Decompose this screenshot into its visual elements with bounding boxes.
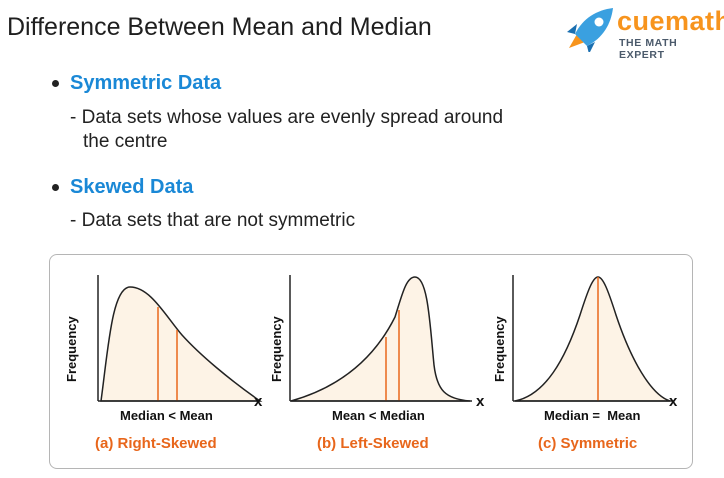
- rocket-icon: [567, 8, 613, 52]
- x-axis-symbol: x: [254, 393, 263, 410]
- graph-right-skewed: Frequency x Median < Mean (a) Right-Skew…: [64, 275, 263, 452]
- y-axis-label: Frequency: [269, 315, 284, 382]
- y-axis-label: Frequency: [64, 315, 79, 382]
- graph-caption: (a) Right-Skewed: [95, 435, 217, 452]
- x-axis-label: Median < Mean: [120, 408, 213, 423]
- y-axis-label: Frequency: [492, 315, 507, 382]
- bullet-description-cont: the centre: [83, 131, 168, 152]
- page-title: Difference Between Mean and Median: [7, 13, 432, 41]
- brand-name: cuemath: [617, 6, 724, 36]
- distribution-panel: Frequency x Median < Mean (a) Right-Skew…: [49, 254, 693, 469]
- right-skewed-curve: [100, 286, 263, 402]
- bullet-heading: Skewed Data: [70, 176, 194, 198]
- x-axis-symbol: x: [669, 393, 678, 410]
- bullet-heading: Symmetric Data: [70, 72, 222, 94]
- bullet-dot: [52, 184, 59, 191]
- bullet-description: - Data sets that are not symmetric: [70, 210, 356, 231]
- cuemath-logo: cuemath THE MATH EXPERT: [563, 4, 724, 61]
- graph-caption: (c) Symmetric: [538, 435, 637, 452]
- graph-left-skewed: Frequency x Mean < Median (b) Left-Skewe…: [269, 275, 485, 452]
- x-axis-label: Median = Mean: [544, 408, 640, 423]
- bullet-dot: [52, 80, 59, 87]
- left-skewed-curve: [290, 276, 471, 402]
- symmetric-curve: [514, 276, 671, 402]
- bullet-description: - Data sets whose values are evenly spre…: [70, 107, 504, 128]
- x-axis-symbol: x: [476, 393, 485, 410]
- x-axis-label: Mean < Median: [332, 408, 425, 423]
- graph-symmetric: Frequency x Median = Mean (c) Symmetric: [492, 275, 678, 452]
- graph-caption: (b) Left-Skewed: [317, 435, 429, 452]
- brand-tagline: THE MATH EXPERT: [619, 37, 678, 61]
